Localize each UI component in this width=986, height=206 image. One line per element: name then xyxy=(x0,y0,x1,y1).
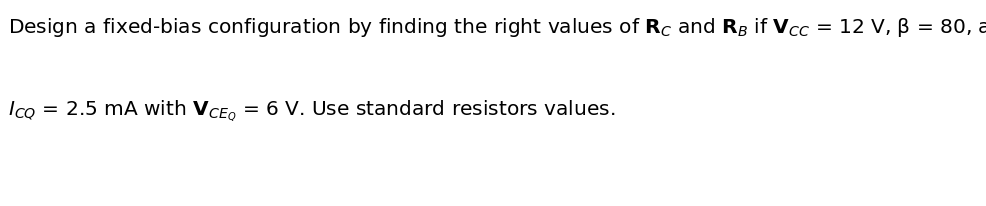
Text: $\bf{\it{I}}_{\it{CQ}}$ = 2.5 mA with $\bf{V}_{\it{CE}_{\it{Q}}}$ = 6 V. Use sta: $\bf{\it{I}}_{\it{CQ}}$ = 2.5 mA with $\… xyxy=(8,99,615,124)
Text: Design a fixed-bias configuration by finding the right values of $\bf{R}_{\it{C}: Design a fixed-bias configuration by fin… xyxy=(8,16,986,40)
